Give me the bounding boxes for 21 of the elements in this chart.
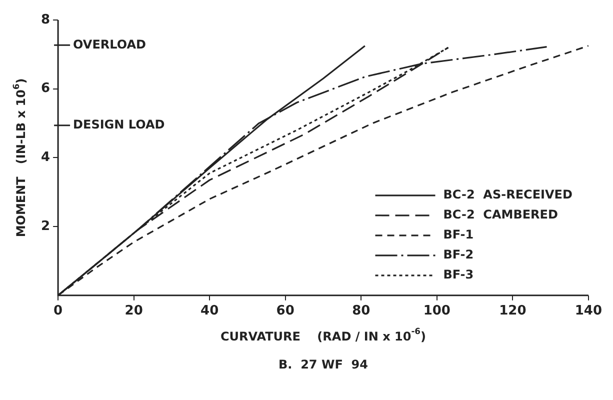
x-tick-label: 140 bbox=[574, 304, 602, 319]
x-tick-label: 120 bbox=[499, 304, 526, 319]
legend-label: BC-2 CAMBERED bbox=[443, 208, 558, 222]
y-axis-title: MOMENT (IN-LB x 106) bbox=[10, 78, 28, 238]
legend-label: BC-2 AS-RECEIVED bbox=[443, 188, 572, 202]
legend-label: BF-2 bbox=[443, 248, 474, 262]
x-tick-label: 20 bbox=[124, 304, 143, 319]
y-tick-label: 2 bbox=[41, 218, 50, 234]
legend-label: BF-3 bbox=[443, 268, 474, 282]
x-tick-label: 40 bbox=[200, 304, 219, 319]
x-tick-label: 0 bbox=[54, 304, 63, 319]
y-tick-label: 8 bbox=[41, 12, 50, 28]
ref-line-label: DESIGN LOAD bbox=[73, 117, 165, 132]
ref-line-label: OVERLOAD bbox=[73, 37, 146, 52]
legend-label: BF-1 bbox=[443, 228, 474, 242]
x-tick-label: 100 bbox=[423, 304, 450, 319]
text: B. 27 WF 94 bbox=[278, 358, 368, 372]
y-tick-label: 4 bbox=[41, 150, 50, 166]
y-tick-label: 6 bbox=[41, 81, 50, 96]
x-tick-label: 60 bbox=[276, 304, 294, 319]
x-tick-label: 80 bbox=[352, 304, 370, 319]
